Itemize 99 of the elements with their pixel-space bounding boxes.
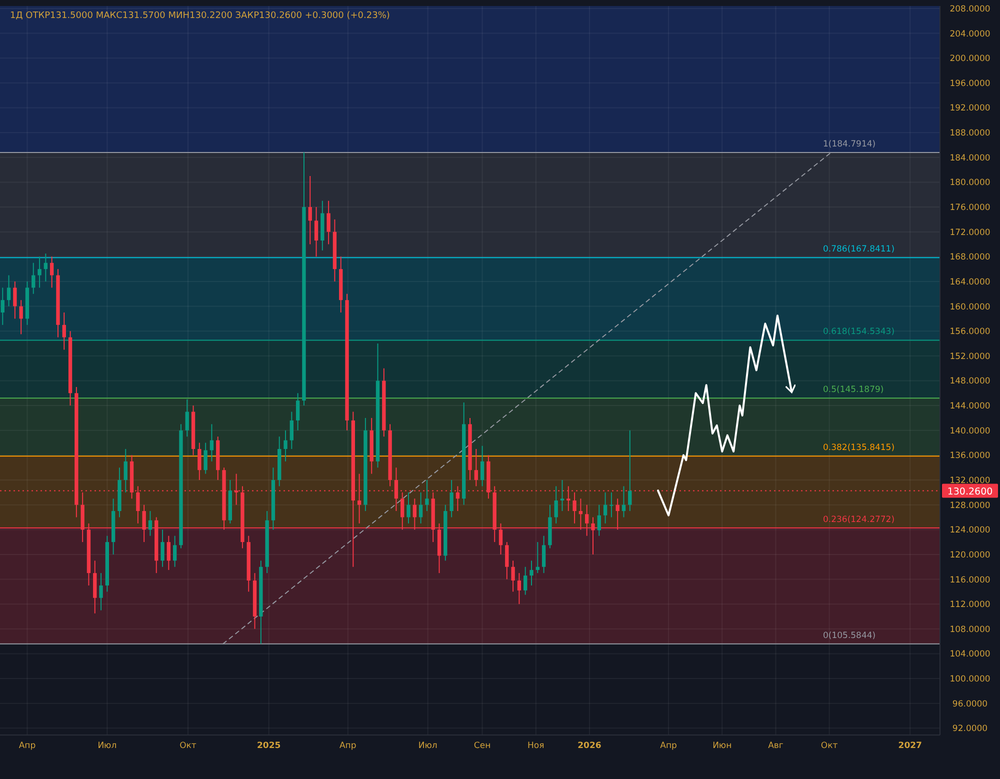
y-tick-label: 168.0000 <box>950 252 990 263</box>
candlestick <box>536 542 540 574</box>
candlestick <box>0 287 4 326</box>
y-tick-label: 164.0000 <box>950 277 990 288</box>
x-tick-label: Апр <box>339 741 356 751</box>
candlestick <box>622 486 626 518</box>
y-tick-label: 116.0000 <box>950 575 990 586</box>
candlestick <box>554 486 558 524</box>
y-tick-label: 124.0000 <box>950 526 990 536</box>
candlestick <box>474 448 478 487</box>
x-tick-label: 2025 <box>256 741 281 751</box>
text: 1Д ОТКР131.5000 МАКС131.5700 МИН130.2200 ЗАКР130.2600 +0.3000 (+0.23%) <box>10 11 390 21</box>
candlestick <box>530 560 534 586</box>
candlestick <box>511 560 515 592</box>
candlestick <box>450 480 454 518</box>
candlestick <box>480 445 484 487</box>
y-tick-label: 172.0000 <box>950 228 990 238</box>
y-tick-label: 92.0000 <box>952 724 988 734</box>
y-tick-label: 176.0000 <box>950 203 990 214</box>
candlestick <box>13 280 17 320</box>
x-tick-label: Апр <box>18 741 36 751</box>
x-tick-label: Ноя <box>528 741 544 751</box>
y-tick-label: 208.0000 <box>950 4 990 14</box>
candlestick <box>603 492 608 524</box>
candlestick <box>44 253 48 282</box>
candlestick <box>610 492 614 518</box>
candlestick <box>160 529 164 568</box>
candlestick <box>314 206 318 258</box>
candlestick <box>124 448 128 493</box>
y-tick-label: 96.0000 <box>952 699 988 710</box>
candlestick <box>418 492 423 524</box>
y-tick-label: 204.0000 <box>950 29 990 40</box>
x-tick-label: Июл <box>418 741 438 751</box>
candlestick <box>19 300 23 335</box>
candlestick <box>166 535 171 570</box>
y-tick-label: 120.0000 <box>950 550 990 560</box>
candlestick <box>185 398 189 438</box>
ref-line-label: 0.618(154.5343) <box>823 327 895 338</box>
x-tick-label: Окт <box>820 741 838 751</box>
ref-line-label: 1(184.7914) <box>823 139 876 150</box>
candlestick <box>198 442 202 481</box>
candlestick <box>572 492 576 524</box>
ref-line-label: 0.382(135.8415) <box>823 443 895 454</box>
y-tick-label: 152.0000 <box>950 352 990 362</box>
ref-line-label: 0.786(167.8411) <box>823 244 895 255</box>
ref-line-label: 130.2600 <box>947 486 993 498</box>
candlestick <box>204 442 208 474</box>
x-tick-label: Июл <box>98 741 117 751</box>
y-tick-label: 156.0000 <box>950 327 990 338</box>
y-tick-label: 100.0000 <box>950 674 990 685</box>
y-tick-label: 192.0000 <box>950 104 990 114</box>
candlestick <box>50 256 54 288</box>
candlestick <box>597 504 601 536</box>
ref-line-label: 0(105.5844) <box>823 630 876 641</box>
candlestick <box>210 424 214 462</box>
candlestick <box>425 480 429 512</box>
candlestick <box>62 312 66 350</box>
y-tick-label: 188.0000 <box>950 128 990 139</box>
y-tick-label: 140.0000 <box>950 426 990 436</box>
x-tick-label: Сен <box>474 741 491 751</box>
y-tick-label: 136.0000 <box>950 451 990 462</box>
candlestick <box>560 480 564 512</box>
candlestick <box>38 256 42 288</box>
y-tick-label: 200.0000 <box>950 54 990 64</box>
candlestick <box>406 492 410 524</box>
candlestick <box>524 566 528 596</box>
x-tick-label: Авг <box>768 741 784 751</box>
candlestick <box>32 262 36 294</box>
ref-line-label: 0.236(124.2772) <box>823 514 895 525</box>
y-tick-label: 180.0000 <box>950 178 990 188</box>
ref-line-label: 0.5(145.1879) <box>823 385 884 396</box>
y-tick-label: 128.0000 <box>950 500 990 511</box>
candlestick <box>290 411 294 450</box>
candlestick <box>148 510 152 536</box>
candlestick <box>542 535 546 574</box>
candlestick <box>6 274 11 307</box>
candlestick <box>517 572 522 605</box>
x-tick-label: Окт <box>180 741 196 751</box>
candlestick <box>505 542 509 580</box>
candlestick <box>628 430 632 512</box>
y-tick-label: 108.0000 <box>950 624 990 635</box>
y-tick-label: 104.0000 <box>950 650 990 660</box>
candlestick <box>284 430 288 462</box>
candlestick <box>296 392 300 431</box>
candlestick <box>308 175 312 245</box>
candlestick <box>99 572 103 611</box>
y-tick-label: 148.0000 <box>950 376 990 387</box>
candlestick <box>172 535 177 568</box>
y-tick-label: 132.0000 <box>950 476 990 486</box>
y-tick-label: 112.0000 <box>950 600 990 610</box>
y-tick-label: 196.0000 <box>950 78 990 89</box>
x-tick-label: Июн <box>712 741 732 751</box>
candlestick <box>326 200 330 245</box>
y-tick-label: 144.0000 <box>950 402 990 412</box>
y-tick-label: 184.0000 <box>950 153 990 164</box>
y-tick-label: 160.0000 <box>950 302 990 312</box>
x-tick-label: 2026 <box>578 741 602 751</box>
x-tick-label: Апр <box>660 741 677 751</box>
x-tick-label: 2027 <box>898 741 922 751</box>
